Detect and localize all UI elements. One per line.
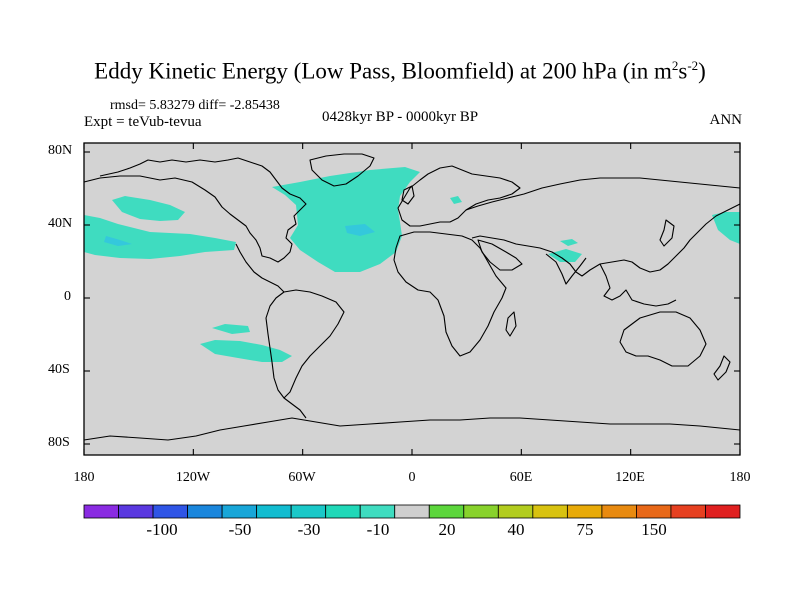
lat-tick-label: 40S [48,362,70,377]
europe-fill-small [450,196,462,204]
anomaly-fills [84,167,740,362]
lon-tick-label: 180 [729,470,751,485]
lon-tick-label: 120W [175,470,211,485]
britain-coast [401,185,415,205]
colorbar-box [290,504,327,519]
map-background [84,143,740,455]
north-atlantic-fill [272,167,420,272]
colorbar-box [497,504,534,519]
arabia-fill [560,239,578,246]
colorbar-box [83,504,119,519]
japan-coast [659,219,675,247]
lon-tick-label: 60E [509,470,533,485]
colorbar-box [118,504,154,519]
experiment-label: Expt = teVub-tevua [84,114,202,130]
colorbar-box [325,504,361,519]
colorbar-box [532,504,568,519]
africa-coast [393,231,507,357]
colorbar-box [359,504,396,519]
india-coast [545,253,587,285]
colorbar-box [705,504,741,519]
antarctica-coast [83,417,741,441]
stats-text: rmsd= 5.83279 diff= -2.85438 [110,98,280,113]
colorbar-label: -100 [146,520,178,539]
colorbar-box [463,504,499,519]
antarctic-peninsula-coast [283,397,307,419]
lat-tick-label: 0 [64,289,71,304]
colorbar-box [152,504,188,519]
arabia-coast [477,239,523,271]
lon-tick-label: 120E [615,470,645,485]
madagascar-coast [505,311,517,337]
period-subtitle: 0428kyr BP - 0000kyr BP [321,109,479,125]
lat-tick-label: 80N [48,143,73,158]
lat-tick-label: 80S [48,435,70,450]
australia-coast [619,311,707,367]
colorbar-box [394,504,430,519]
central-america-coast [235,243,285,293]
colorbar-label: 20 [438,520,456,539]
colorbar-box [187,504,223,519]
colorbar-box [256,504,292,519]
colorbar-label: 40 [507,520,525,539]
north-pacific-fill [84,215,236,259]
west-pacific-fill [712,212,740,244]
colorbar-box [566,504,603,519]
colorbar-box [221,504,258,519]
colorbar-label: 75 [576,520,594,539]
colorbar-box [601,504,637,519]
axis-ticks [83,143,741,455]
colorbar-label: -50 [228,520,252,539]
southeast-asia-coast [599,263,677,307]
greenland-coast [309,153,375,187]
coastlines [83,153,741,441]
europe-coast [397,165,521,227]
plot-title: Eddy Kinetic Energy (Low Pass, Bloomfiel… [94,58,706,84]
north-pacific-fill-upper [112,196,185,221]
new-zealand-coast [713,355,731,381]
lon-tick-label: 0 [408,470,416,485]
colorbar-box [428,504,465,519]
lon-tick-label: 180 [73,470,95,485]
colorbar-label: 150 [641,520,667,539]
lon-tick-label: 60W [288,470,316,485]
darker-anomaly-fills [104,224,375,246]
colorbar-box [670,504,706,519]
south-pacific-fill [200,340,292,362]
india-fill [548,249,582,262]
south-pacific-fill-small [212,324,250,334]
south-america-coast [265,289,345,399]
colorbar-label: -10 [366,520,390,539]
colorbar [83,504,741,519]
colorbar-label: -30 [297,520,321,539]
season-label: ANN [709,112,743,128]
lat-tick-label: 40N [48,216,73,231]
colorbar-box [636,504,672,519]
north-america-coast [83,157,307,263]
asia-coast [465,177,741,277]
atlantic-core-fill [345,224,375,236]
pacific-core-fill [104,236,132,246]
